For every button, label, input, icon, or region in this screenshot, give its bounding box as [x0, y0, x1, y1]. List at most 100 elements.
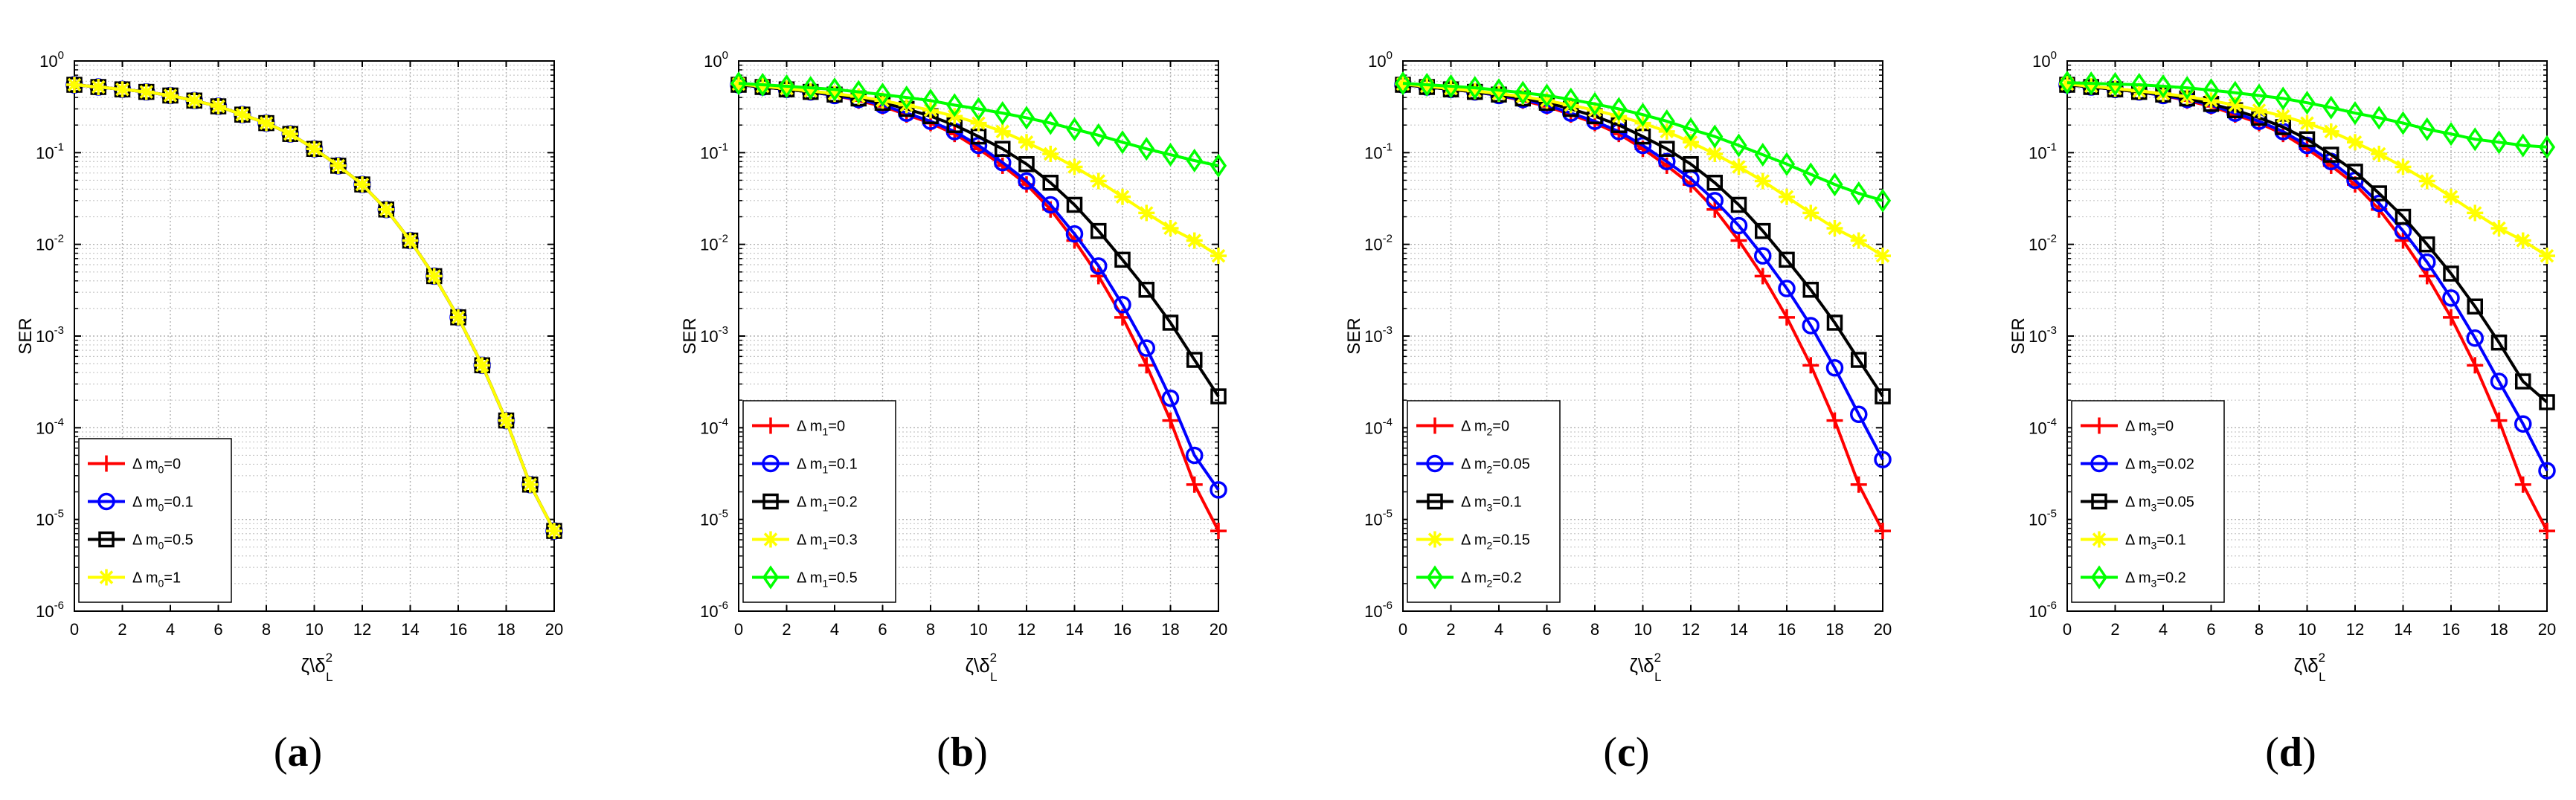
data-point: [2394, 158, 2412, 175]
data-point: [2250, 83, 2268, 108]
data-point: [2442, 289, 2460, 307]
x-tick-label: 14: [1729, 620, 1747, 639]
x-tick-label: 10: [2298, 620, 2316, 639]
legend-marker: [98, 569, 115, 586]
legend-marker: [2091, 417, 2107, 434]
x-tick-label: 16: [1114, 620, 1131, 639]
data-point: [1162, 412, 1179, 429]
data-point: [2275, 86, 2292, 111]
data-point: [1826, 412, 1843, 429]
series-4: [730, 71, 1227, 178]
legend-label: Δ m3=0.05: [2125, 494, 2194, 514]
data-point: [1114, 296, 1131, 314]
data-point: [1730, 158, 1747, 175]
legend-item: Δ m3=0.2: [2081, 565, 2186, 590]
data-point: [2539, 523, 2555, 540]
data-point: [1018, 134, 1035, 151]
data-point: [2226, 80, 2243, 105]
data-point: [2107, 71, 2124, 97]
data-point: [1706, 145, 1724, 162]
y-tick-label: 10-5: [1364, 508, 1393, 529]
data-point: [234, 106, 251, 123]
data-point: [1754, 268, 1771, 285]
data-point: [1683, 134, 1699, 151]
legend-item: Δ m0=0.5: [88, 531, 193, 552]
data-point: [2347, 164, 2363, 180]
legend-item: Δ m2=0.2: [1416, 565, 1522, 590]
legend-label: Δ m3=0.02: [2125, 457, 2194, 476]
data-point: [754, 72, 771, 97]
legend-marker: [762, 565, 780, 590]
legend-item: Δ m3=0.05: [2081, 493, 2194, 514]
data-point: [138, 83, 155, 100]
legend-item: Δ m0=1: [88, 569, 181, 590]
y-tick-label: 10-6: [700, 599, 728, 621]
data-point: [2275, 108, 2292, 125]
data-point: [2179, 75, 2196, 100]
legend-label: Δ m1=0.2: [797, 494, 858, 514]
legend-marker: [2090, 565, 2108, 590]
legend-label: Δ m1=0.3: [797, 532, 858, 552]
legend-item: Δ m3=0.1: [2081, 531, 2186, 552]
y-tick-label: 10-6: [2029, 599, 2057, 621]
x-tick-label: 18: [1161, 620, 1179, 639]
y-tick-label: 100: [39, 49, 64, 71]
x-tick-label: 14: [401, 620, 419, 639]
legend-item: Δ m2=0: [1416, 417, 1509, 438]
data-point: [1162, 219, 1179, 236]
x-tick-label: 4: [2159, 620, 2168, 639]
data-point: [1065, 225, 1084, 243]
legend-item: Δ m1=0.5: [752, 565, 858, 590]
y-tick-label: 10-6: [36, 599, 64, 621]
data-point: [2539, 394, 2555, 410]
data-point: [2514, 476, 2531, 493]
data-point: [1091, 222, 1107, 239]
data-point: [970, 97, 987, 121]
data-point: [1826, 172, 1843, 197]
legend: Δ m2=0 Δ m2=0.05 Δ m3=0.1 Δ m2=0.15 Δ m2=0.2: [1407, 400, 1561, 603]
data-point: [2490, 412, 2508, 429]
data-point: [2083, 71, 2100, 96]
data-point: [1802, 204, 1819, 222]
data-point: [1634, 103, 1651, 127]
data-point: [546, 523, 562, 540]
legend-label: Δ m0=0.5: [132, 532, 193, 552]
legend-label: Δ m2=0.2: [1461, 570, 1522, 590]
data-point: [1562, 87, 1579, 112]
x-axis-label: ζ\δ2 L: [2294, 651, 2326, 684]
y-tick-label: 10-2: [36, 233, 64, 254]
legend-item: Δ m1=0.3: [752, 531, 858, 552]
data-point: [1850, 232, 1867, 249]
x-tick-label: 0: [1398, 620, 1407, 639]
x-tick-label: 4: [1494, 620, 1503, 639]
data-point: [2130, 72, 2148, 97]
data-point: [1186, 148, 1203, 173]
data-point: [2514, 133, 2531, 158]
data-point: [1138, 204, 1155, 222]
y-tick-label: 10-2: [1364, 233, 1393, 254]
y-tick-label: 10-1: [1364, 141, 1393, 162]
data-point: [1042, 145, 1059, 162]
x-tick-label: 20: [2538, 620, 2556, 639]
data-point: [2370, 194, 2388, 213]
data-point: [2467, 127, 2484, 152]
data-point: [1186, 446, 1204, 465]
data-point: [1779, 188, 1795, 205]
data-point: [1442, 74, 1459, 99]
data-point: [354, 176, 370, 193]
panel-caption: (b): [937, 729, 987, 775]
data-point: [946, 93, 963, 117]
data-point: [1210, 481, 1227, 499]
data-point: [2514, 415, 2532, 433]
data-point: [1754, 172, 1771, 190]
data-point: [2514, 232, 2531, 249]
data-point: [994, 101, 1011, 126]
data-point: [2443, 309, 2459, 326]
x-tick-label: 10: [969, 620, 987, 639]
legend-marker: [762, 454, 780, 473]
data-point: [1018, 172, 1035, 190]
data-point: [2203, 78, 2220, 103]
legend-label: Δ m0=1: [132, 570, 181, 590]
y-tick-label: 10-3: [2029, 324, 2057, 346]
legend-label: Δ m1=0.5: [797, 570, 858, 590]
